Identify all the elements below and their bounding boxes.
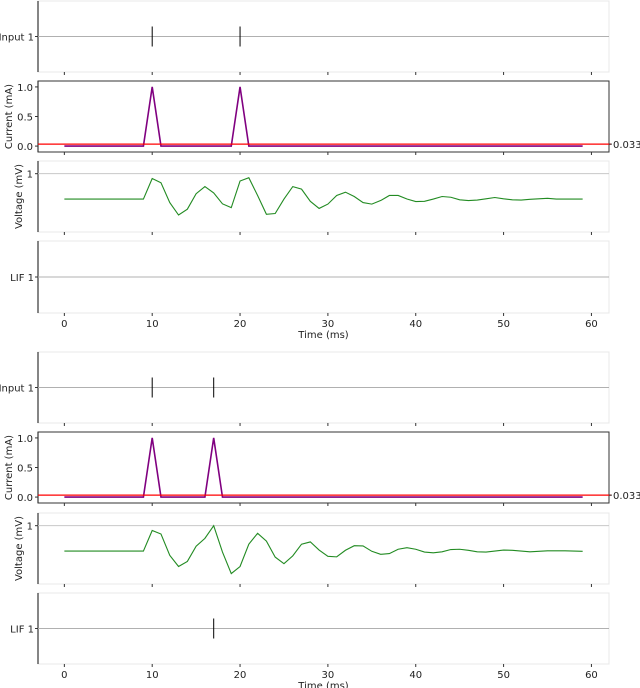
y-tick-label: 1 — [27, 170, 33, 181]
y-tick-label: 0.5 — [17, 113, 33, 124]
x-tick-label: 0 — [61, 319, 67, 330]
axes-frame — [37, 160, 610, 233]
x-tick-label: 10 — [146, 319, 159, 330]
y-tick-label: 1.0 — [17, 83, 33, 94]
panel-voltage: Voltage (mV) 1 — [14, 160, 610, 235]
panel-input: Input 1 — [0, 351, 610, 426]
panel-input: Input 1 — [0, 0, 610, 75]
x-axis-label: Time (ms) — [297, 681, 349, 688]
panel-current: Current (mA) 0.0 0.5 1.0 0.033 — [4, 80, 640, 155]
x-tick-label: 20 — [234, 670, 247, 681]
y-tick-label: 0.5 — [17, 464, 33, 475]
y-label: Voltage (mV) — [14, 164, 25, 229]
x-tick-label: 20 — [234, 319, 247, 330]
axes-frame — [37, 512, 610, 585]
y-label: LIF 1 — [10, 273, 34, 284]
panel-lif: LIF 1 0 10 20 30 40 50 60 Time (ms) — [10, 592, 610, 688]
voltage-line — [64, 524, 583, 575]
y-tick-label: 0.0 — [17, 142, 33, 153]
y-label: Current (mA) — [4, 84, 15, 149]
y-label: Input 1 — [0, 384, 34, 395]
y-label: Input 1 — [0, 33, 34, 44]
y-label: Current (mA) — [4, 435, 15, 500]
x-tick-label: 30 — [322, 670, 335, 681]
y-label: Voltage (mV) — [14, 516, 25, 581]
x-tick-label: 30 — [322, 319, 335, 330]
axes-frame — [37, 80, 610, 153]
x-tick-label: 60 — [585, 670, 598, 681]
x-tick-label: 50 — [497, 319, 510, 330]
panel-voltage: Voltage (mV) 1 — [14, 512, 610, 587]
panel-lif: LIF 1 0 10 20 30 40 50 60 Time (ms) — [10, 240, 610, 341]
x-tick-label: 60 — [585, 319, 598, 330]
threshold-label: 0.033 — [613, 140, 640, 151]
x-tick-label: 10 — [146, 670, 159, 681]
x-axis-label: Time (ms) — [297, 330, 349, 341]
y-label: LIF 1 — [10, 625, 34, 636]
y-tick-label: 1.0 — [17, 434, 33, 445]
panel-current: Current (mA) 0.0 0.5 1.0 0.033 — [4, 431, 640, 506]
axes-frame — [37, 431, 610, 504]
threshold-label: 0.033 — [613, 491, 640, 502]
current-line — [64, 86, 583, 147]
x-tick-label: 0 — [61, 670, 67, 681]
voltage-line — [64, 177, 583, 216]
x-tick-label: 50 — [497, 670, 510, 681]
current-line — [64, 437, 583, 498]
y-tick-label: 0.0 — [17, 493, 33, 504]
x-tick-label: 40 — [409, 319, 422, 330]
x-tick-label: 40 — [409, 670, 422, 681]
y-tick-label: 1 — [27, 522, 33, 533]
